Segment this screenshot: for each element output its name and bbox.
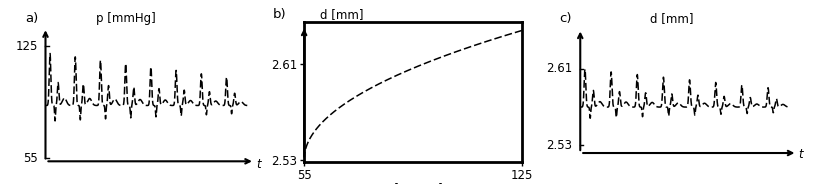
Text: c): c) — [559, 12, 572, 25]
Text: 2.53: 2.53 — [547, 139, 572, 152]
Text: d [mm]: d [mm] — [320, 8, 363, 21]
Text: 125: 125 — [16, 40, 38, 53]
Text: a): a) — [25, 12, 39, 25]
Text: 2.61: 2.61 — [546, 62, 572, 75]
X-axis label: p [mmHg]: p [mmHg] — [383, 183, 443, 184]
Text: p [mmHg]: p [mmHg] — [96, 12, 156, 25]
Text: 55: 55 — [23, 152, 38, 165]
Text: t: t — [799, 148, 803, 161]
Text: t: t — [256, 158, 261, 171]
Text: d [mm]: d [mm] — [650, 12, 694, 25]
Text: b): b) — [273, 8, 287, 21]
